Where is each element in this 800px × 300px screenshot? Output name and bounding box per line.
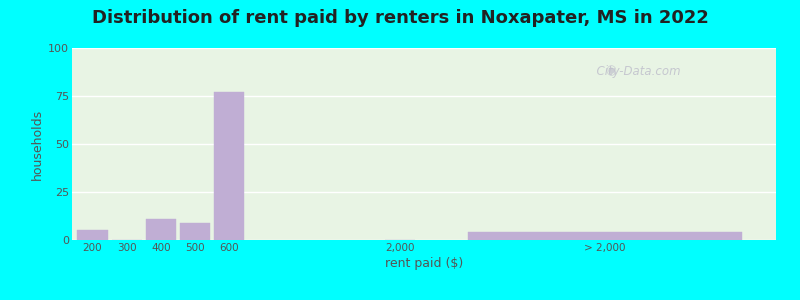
Y-axis label: households: households: [31, 108, 44, 180]
Bar: [78, 230, 107, 240]
Bar: [180, 223, 210, 240]
Text: Distribution of rent paid by renters in Noxapater, MS in 2022: Distribution of rent paid by renters in …: [91, 9, 709, 27]
Bar: [469, 232, 742, 240]
X-axis label: rent paid ($): rent paid ($): [385, 257, 463, 270]
Text: ◉: ◉: [605, 64, 616, 77]
Text: City-Data.com: City-Data.com: [590, 64, 681, 77]
Bar: [214, 92, 244, 240]
Bar: [146, 219, 176, 240]
